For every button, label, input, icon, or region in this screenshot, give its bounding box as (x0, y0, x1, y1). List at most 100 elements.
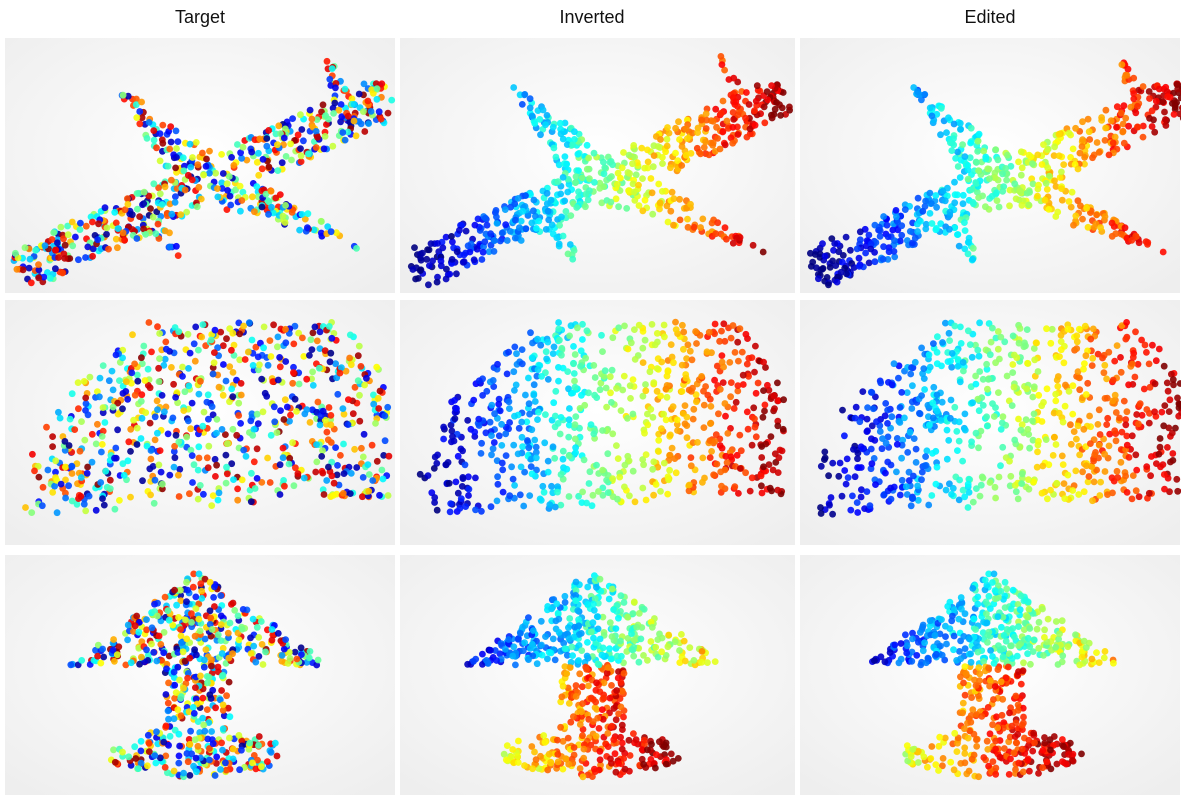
point (355, 352, 362, 359)
point (207, 615, 214, 622)
point (369, 477, 376, 484)
point (265, 211, 272, 218)
point (159, 481, 166, 488)
point (149, 624, 156, 631)
point (298, 152, 305, 159)
point (899, 477, 906, 484)
point (125, 457, 132, 464)
point (918, 345, 925, 352)
point (586, 187, 593, 194)
point (260, 156, 267, 163)
point (553, 154, 560, 161)
point (644, 411, 651, 418)
point (568, 322, 575, 329)
point (426, 246, 433, 253)
point (877, 233, 884, 240)
point (710, 140, 717, 147)
point (355, 377, 362, 384)
point (128, 659, 135, 666)
point (459, 483, 466, 490)
point (138, 354, 145, 361)
point (651, 152, 658, 159)
point (965, 251, 972, 258)
point (1089, 355, 1096, 362)
point (458, 495, 465, 502)
point (374, 85, 381, 92)
point (607, 373, 614, 380)
point (479, 392, 486, 399)
point (897, 238, 904, 245)
point (529, 470, 536, 477)
point (857, 236, 864, 243)
point (817, 504, 824, 511)
point (636, 659, 643, 666)
point (686, 482, 693, 489)
point (173, 128, 180, 135)
point (947, 209, 954, 216)
point (880, 256, 887, 263)
point (1089, 154, 1096, 161)
point (499, 460, 506, 467)
point (550, 350, 557, 357)
point (183, 434, 190, 441)
point (218, 687, 225, 694)
point (281, 646, 288, 653)
point (467, 249, 474, 256)
point (643, 497, 650, 504)
point (667, 164, 674, 171)
point (175, 439, 182, 446)
point (648, 175, 655, 182)
point (171, 669, 178, 676)
point (1152, 380, 1159, 387)
point (697, 224, 704, 231)
point (36, 474, 43, 481)
point (750, 242, 757, 249)
point (258, 618, 265, 625)
point (621, 373, 628, 380)
point (160, 649, 167, 656)
point (562, 153, 569, 160)
point (728, 379, 735, 386)
point (726, 359, 733, 366)
point (720, 98, 727, 105)
point (180, 685, 187, 692)
point (623, 205, 630, 212)
point (385, 492, 392, 499)
point (159, 140, 166, 147)
point (369, 442, 376, 449)
point (1123, 319, 1130, 326)
point (162, 594, 169, 601)
point (673, 469, 680, 476)
point (305, 210, 312, 217)
point (320, 101, 327, 108)
point (1116, 415, 1123, 422)
point (1172, 425, 1179, 432)
point (572, 421, 579, 428)
point (992, 484, 999, 491)
point (93, 441, 100, 448)
point (915, 195, 922, 202)
point (410, 266, 417, 273)
point (449, 433, 456, 440)
point (948, 364, 955, 371)
point (124, 637, 131, 644)
point (894, 441, 901, 448)
point (745, 426, 752, 433)
point (155, 365, 162, 372)
point (934, 464, 941, 471)
point (500, 489, 507, 496)
point (1066, 198, 1073, 205)
point (280, 454, 287, 461)
point (282, 202, 289, 209)
point (434, 240, 441, 247)
point (1070, 382, 1077, 389)
point (921, 375, 928, 382)
point (225, 630, 232, 637)
point (215, 497, 222, 504)
point (141, 189, 148, 196)
point (822, 455, 829, 462)
point (52, 457, 59, 464)
point (948, 397, 955, 404)
point (363, 375, 370, 382)
point (526, 492, 533, 499)
